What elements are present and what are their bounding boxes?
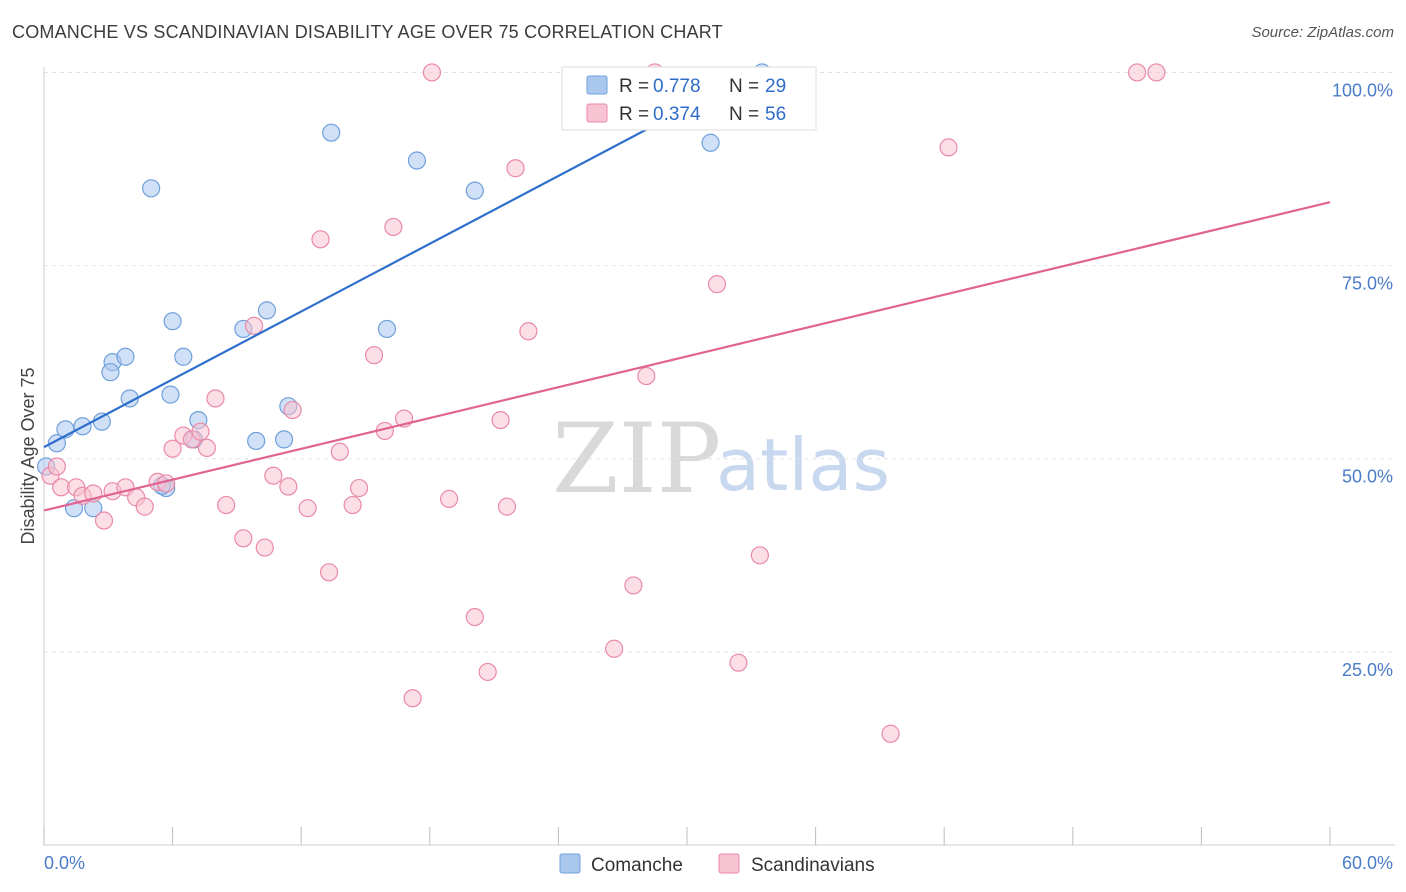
scandinavians-point-29: [343, 495, 362, 515]
bottom-legend: Comanche Scandinavians: [559, 853, 875, 876]
legend-swatch-scandinavians: [586, 103, 608, 123]
scandinavians-point-49: [729, 653, 748, 672]
scandinavians-point-54: [1147, 63, 1166, 82]
chart-title: COMANCHE VS SCANDINAVIAN DISABILITY AGE …: [12, 22, 723, 42]
scandinavians-point-15: [191, 422, 210, 441]
legend-r-label-scandinavians: R =: [619, 104, 649, 125]
scandinavians-point-53: [1127, 63, 1147, 82]
scandinavians-point-35: [403, 689, 422, 708]
scandinavians-point-30: [349, 478, 369, 498]
legend-r-label-comanche: R =: [619, 76, 649, 97]
scandinavians-point-46: [637, 366, 656, 386]
scandinavians-point-9: [135, 497, 154, 516]
comanche-point-9: [142, 179, 161, 198]
scandinavians-point-22: [264, 466, 283, 485]
legend-r-value-scandinavians: 0.374: [653, 104, 701, 125]
comanche-point-14: [174, 347, 193, 366]
scandinavians-point-5: [94, 511, 114, 530]
comanche-point-13: [161, 385, 180, 404]
bottom-legend-label-scandinavians: Scandinavians: [751, 855, 875, 876]
scandinavians-point-17: [206, 389, 225, 408]
scandinavians-point-24: [283, 400, 302, 420]
comanche-point-22: [322, 123, 341, 142]
legend-n-label-comanche: N =: [729, 76, 759, 97]
scandinavians-point-50: [750, 546, 769, 565]
legend-n-value-comanche: 29: [765, 76, 786, 97]
scandinavians-point-38: [465, 607, 484, 627]
comanche-point-20: [274, 430, 294, 449]
scandinavians-point-19: [234, 529, 253, 548]
scandinavians-point-39: [478, 662, 497, 682]
y-tick-label-25: 25.0%: [1342, 660, 1393, 680]
scandinavians-point-20: [244, 316, 264, 335]
scandinavians-point-23: [279, 477, 298, 496]
bottom-legend-swatch-scandinavians: [718, 853, 740, 874]
legend-r-value-comanche: 0.778: [653, 76, 701, 97]
scandinavians-point-12: [163, 439, 182, 458]
scandinavians-point-25: [298, 499, 317, 518]
scandinavians-point-48: [707, 275, 727, 294]
legend-n-value-scandinavians: 56: [765, 104, 786, 125]
watermark-atlas: atlas: [716, 423, 890, 507]
comanche-point-12: [163, 312, 182, 331]
scandinavians-point-43: [519, 322, 538, 341]
comanche-point-23: [377, 319, 397, 339]
comanche-point-6: [116, 347, 135, 366]
scandinavians-trend-line: [43, 201, 1331, 512]
x-ticks: [43, 827, 1331, 845]
y-tick-label-100: 100.0%: [1332, 80, 1393, 100]
scandinavians-point-33: [384, 217, 403, 237]
x-tick-label-min: 0.0%: [44, 853, 85, 873]
scandinavians-point-18: [217, 495, 236, 515]
scandinavians-point-31: [364, 346, 384, 365]
axes: [43, 67, 1395, 846]
scandinavians-point-40: [491, 410, 510, 430]
scandinavians-point-52: [939, 138, 958, 157]
legend-swatch-comanche: [586, 75, 608, 95]
scandinavians-point-44: [605, 639, 624, 658]
comanche-point-7: [101, 363, 120, 382]
scandinavians-point-16: [197, 438, 216, 458]
legend-n-label-scandinavians: N =: [729, 104, 759, 125]
scandinavians-point-27: [319, 563, 339, 582]
scandinavians-point-21: [255, 538, 274, 557]
comanche-point-19: [257, 301, 277, 320]
y-axis-label: Disability Age Over 75: [18, 367, 38, 544]
scandinavians-point-36: [422, 63, 442, 82]
grid-lines: [44, 71, 1395, 653]
trend-lines: [43, 67, 1331, 512]
comanche-point-24: [407, 151, 427, 170]
bottom-legend-label-comanche: Comanche: [591, 855, 683, 876]
y-tick-label-75: 75.0%: [1342, 274, 1393, 294]
scandinavians-point-55: [47, 457, 66, 476]
scandinavians-point-26: [311, 230, 330, 249]
x-tick-label-max: 60.0%: [1342, 853, 1393, 873]
legend: R = 0.778 N = 29 R = 0.374 N = 56: [561, 66, 817, 131]
scandinavians-point-37: [439, 489, 459, 508]
comanche-point-26: [701, 133, 720, 152]
scandinavians-point-41: [497, 497, 517, 516]
scandinavians-point-45: [624, 576, 643, 595]
y-tick-label-50: 50.0%: [1342, 467, 1393, 487]
bottom-legend-swatch-comanche: [559, 853, 581, 874]
comanche-point-25: [465, 181, 484, 200]
scandinavians-point-51: [881, 724, 900, 743]
scandinavians-point-28: [330, 442, 349, 461]
comanche-point-18: [247, 431, 266, 451]
y-tick-labels: 25.0% 50.0% 75.0% 100.0%: [1332, 80, 1393, 679]
source-label: Source: ZipAtlas.com: [1251, 24, 1394, 41]
scandinavians-point-42: [506, 159, 525, 178]
comanche-trend-line: [43, 67, 763, 449]
